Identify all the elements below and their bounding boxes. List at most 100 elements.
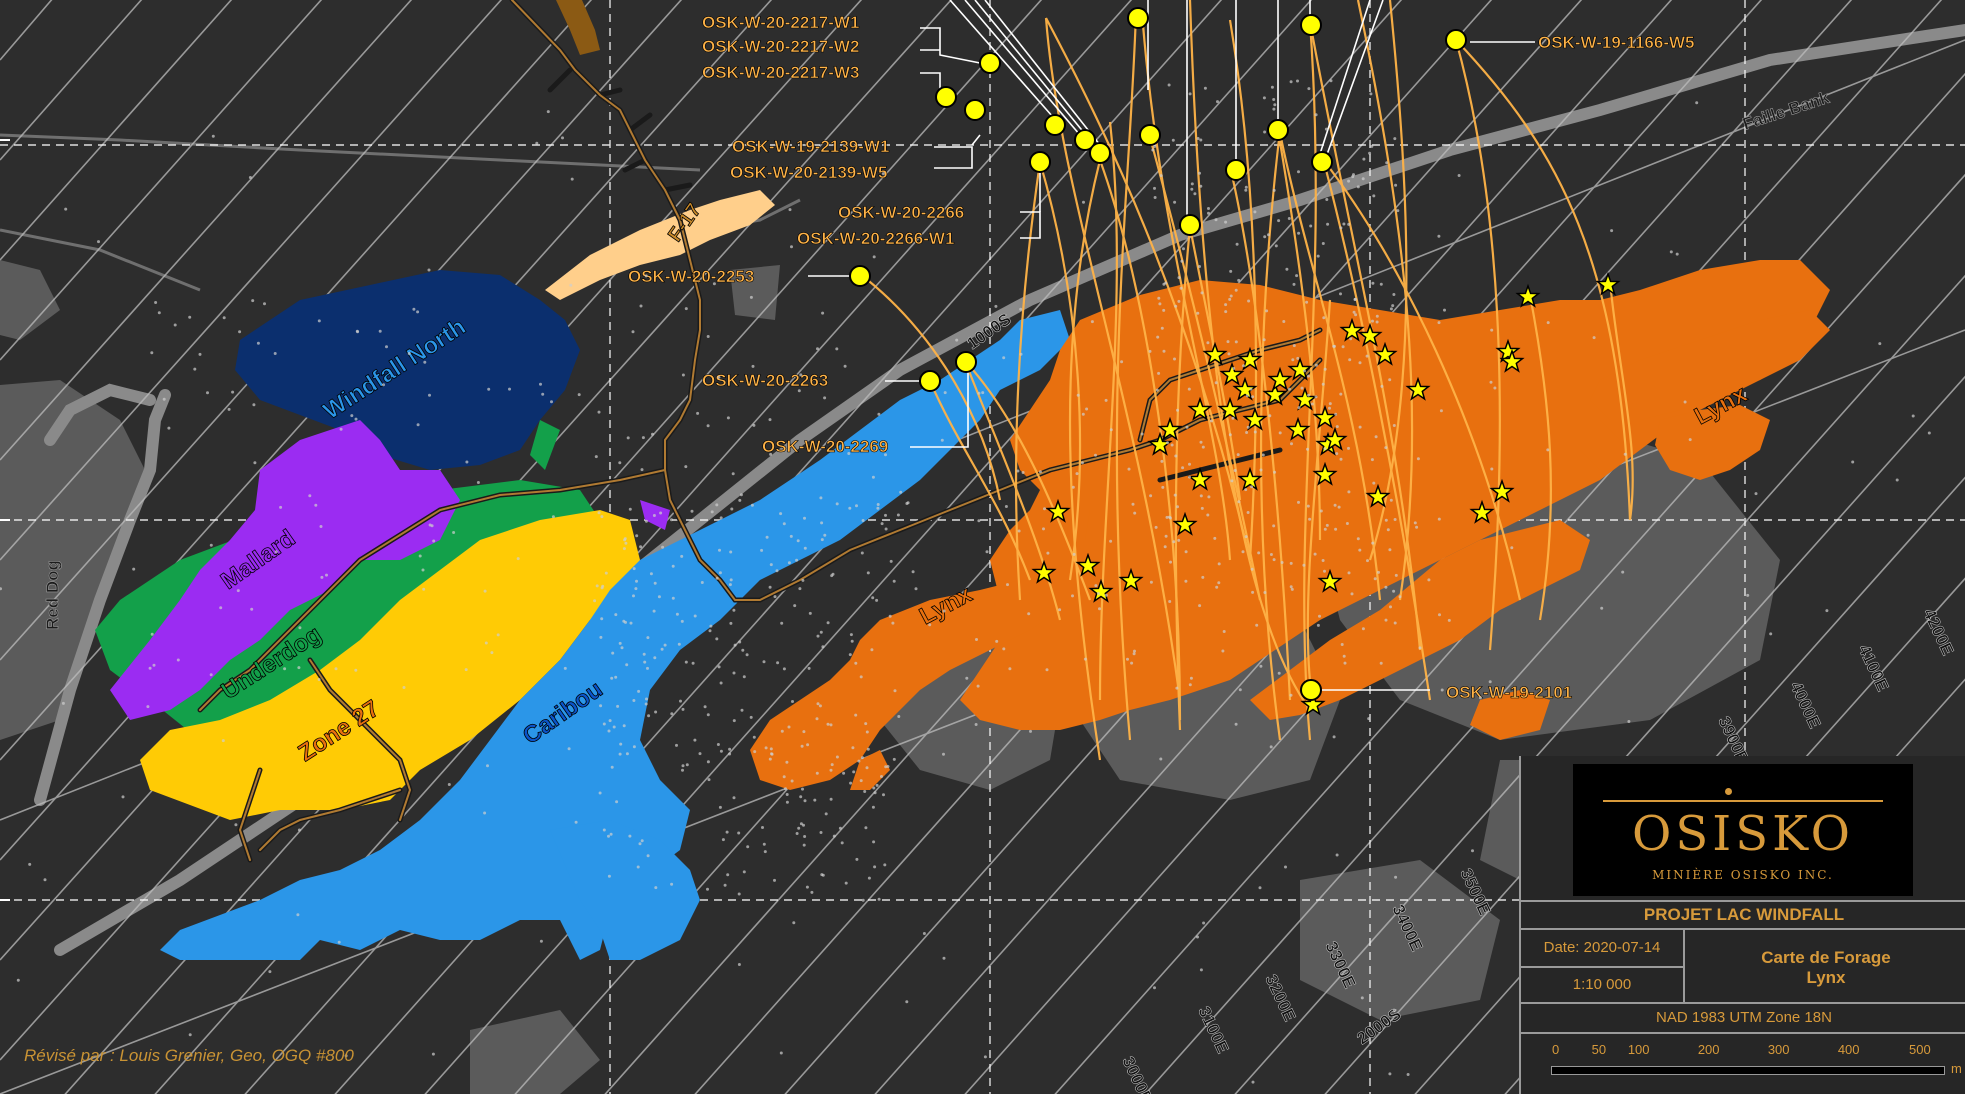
sample-dot — [1259, 468, 1263, 472]
sample-dot — [1166, 441, 1169, 445]
sample-dot — [803, 799, 807, 803]
sample-dot — [738, 498, 742, 502]
sample-dot — [634, 587, 638, 591]
sample-dot — [1207, 207, 1210, 210]
collar-2263[interactable] — [919, 370, 941, 392]
collar-e[interactable] — [1089, 142, 1111, 164]
collar-d[interactable] — [1074, 129, 1096, 151]
collar-2217-w3[interactable] — [935, 86, 957, 108]
sample-dot — [452, 531, 456, 534]
sample-dot — [1334, 527, 1338, 531]
sample-dot — [1250, 567, 1254, 571]
sample-dot — [681, 373, 685, 377]
sample-dot — [508, 387, 511, 391]
sample-dot — [1157, 371, 1161, 375]
sample-dot — [768, 757, 772, 761]
sample-dot — [769, 563, 773, 567]
sample-dot — [1323, 447, 1327, 451]
sample-dot — [1199, 440, 1203, 444]
sample-dot — [486, 764, 489, 768]
sample-dot — [1157, 296, 1161, 300]
sample-dot — [670, 518, 673, 522]
collar-b[interactable] — [1300, 14, 1322, 36]
projection: NAD 1983 UTM Zone 18N — [1521, 1004, 1965, 1034]
sample-dot — [646, 854, 650, 858]
collar-a[interactable] — [1127, 7, 1149, 29]
sample-dot — [1163, 545, 1167, 549]
sample-dot — [1385, 161, 1389, 165]
sample-dot — [842, 771, 846, 775]
sample-dot — [1173, 200, 1177, 204]
sample-dot — [1371, 319, 1374, 323]
sample-dot — [1388, 548, 1392, 552]
sample-dot — [635, 579, 638, 583]
intercept-star — [1187, 396, 1213, 421]
collar-2269[interactable] — [955, 351, 977, 373]
sample-dot — [742, 870, 746, 874]
sample-dot — [737, 963, 741, 966]
sample-dot — [1058, 608, 1062, 612]
sample-dot — [1337, 505, 1341, 509]
sample-dot — [600, 617, 604, 621]
collar-2139[interactable] — [1029, 151, 1051, 173]
sample-dot — [298, 626, 302, 630]
intercept-star — [1357, 322, 1383, 347]
sample-dot — [1389, 307, 1393, 311]
collar-i[interactable] — [1225, 159, 1247, 181]
sample-dot — [1746, 593, 1750, 597]
sample-dot — [906, 501, 910, 505]
sample-dot — [354, 668, 358, 672]
collar-f[interactable] — [1139, 124, 1161, 146]
sample-dot — [861, 898, 865, 902]
sample-dot — [657, 595, 661, 599]
label-2217-w3: OSK-W-20-2217-W3 — [702, 63, 859, 82]
collar-h[interactable] — [1311, 151, 1333, 173]
intercept-star — [1045, 498, 1071, 523]
collar-g[interactable] — [1267, 119, 1289, 141]
sample-dot — [1270, 85, 1274, 89]
intercept-star — [1202, 341, 1228, 366]
sample-dot — [1272, 524, 1276, 528]
sample-dot — [977, 519, 981, 523]
sample-dot — [647, 714, 651, 718]
sample-dot — [1493, 386, 1497, 390]
collar-1166-w5[interactable] — [1445, 29, 1467, 51]
sample-dot — [871, 596, 875, 600]
revised-by-note: Révisé par : Louis Grenier, Geo, OGQ #80… — [24, 1046, 354, 1065]
sample-dot — [859, 675, 863, 679]
collar-2101[interactable] — [1300, 679, 1322, 701]
sample-dot — [1368, 151, 1372, 155]
sample-dot — [64, 207, 68, 211]
sample-dot — [681, 707, 685, 711]
sample-dot — [769, 747, 773, 751]
sample-dot — [1321, 559, 1325, 562]
sample-dot — [1094, 584, 1098, 588]
sample-dot — [1148, 349, 1152, 353]
collar-c[interactable] — [1044, 114, 1066, 136]
sample-dot — [1366, 559, 1369, 563]
sample-dot — [1370, 144, 1374, 148]
sample-dot — [764, 746, 768, 750]
sample-dot — [1217, 581, 1221, 585]
sample-dot — [813, 798, 817, 802]
sample-dot — [712, 282, 716, 286]
sample-dot — [146, 705, 150, 709]
sample-dot — [483, 589, 487, 593]
sample-dot — [1313, 552, 1317, 556]
sample-dot — [296, 913, 300, 917]
sample-dot — [1683, 400, 1687, 404]
sample-dot — [219, 606, 223, 610]
intercept-star — [1365, 483, 1391, 508]
sample-dot — [715, 637, 719, 641]
sample-dot — [675, 612, 679, 616]
sample-dot — [819, 831, 823, 834]
sample-dot — [1389, 498, 1393, 502]
collar-2266[interactable] — [1179, 214, 1201, 236]
sample-dot — [803, 835, 807, 838]
sample-dot — [729, 578, 733, 582]
sample-dot — [1438, 613, 1441, 617]
collar-2217-w1[interactable] — [979, 52, 1001, 74]
sample-dot — [211, 134, 215, 138]
collar-2253[interactable] — [849, 265, 871, 287]
collar-2217-w2[interactable] — [964, 99, 986, 121]
